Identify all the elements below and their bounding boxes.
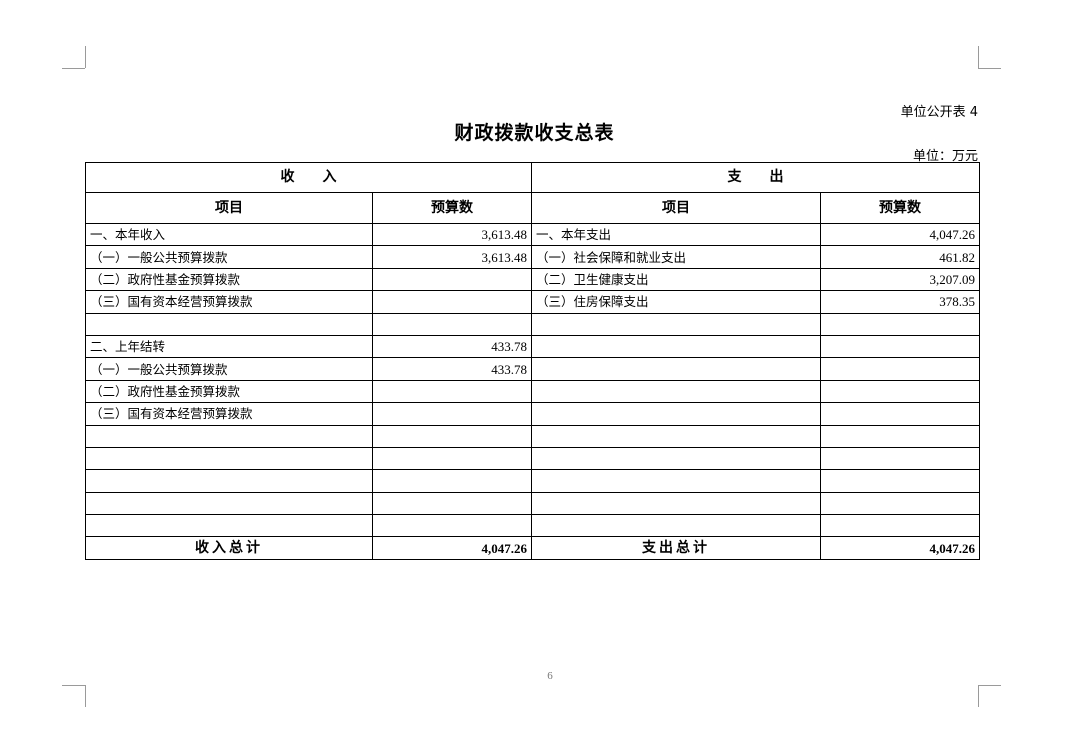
expense-item: （三）住房保障支出: [531, 290, 821, 314]
expense-item: [531, 446, 821, 471]
income-total-label: 收入总计: [85, 536, 373, 560]
income-total: 4,047.26: [372, 536, 532, 560]
column-header: 项目: [85, 192, 373, 224]
income-item: （二）政府性基金预算拨款: [85, 379, 373, 404]
income-item: 一、本年收入: [85, 222, 373, 247]
expense-amount: [820, 424, 980, 448]
income-amount: [372, 290, 532, 314]
table-row: [85, 469, 980, 493]
income-amount: [372, 267, 532, 292]
expense-amount: [820, 491, 980, 516]
expense-item: 一、本年支出: [531, 222, 821, 247]
expense-amount: 378.35: [820, 290, 980, 314]
crop-mark-bottom-right: [978, 685, 979, 707]
income-amount: [372, 379, 532, 404]
income-item: [85, 469, 373, 493]
income-item: （一）一般公共预算拨款: [85, 357, 373, 381]
expense-header: 支 出: [531, 162, 980, 193]
income-amount: [372, 469, 532, 493]
table-row: [85, 312, 980, 336]
income-header: 收 入: [85, 162, 532, 193]
expense-total: 4,047.26: [820, 536, 980, 560]
expense-amount: [820, 357, 980, 381]
budget-table: 收 入 支 出 项目 预算数 项目 预算数 一、本年收入 3,613.48 一、本年…: [85, 162, 980, 560]
expense-item: [531, 469, 821, 493]
income-item: （三）国有资本经营预算拨款: [85, 402, 373, 426]
expense-amount: [820, 402, 980, 426]
income-amount: [372, 424, 532, 448]
crop-mark-top-right: [978, 46, 979, 68]
income-item: [85, 312, 373, 336]
expense-item: [531, 379, 821, 404]
table-row: 二、上年结转 433.78: [85, 334, 980, 359]
income-amount: 433.78: [372, 357, 532, 381]
table-row: [85, 514, 980, 538]
expense-item: （二）卫生健康支出: [531, 267, 821, 292]
income-item: （三）国有资本经营预算拨款: [85, 290, 373, 314]
expense-item: [531, 357, 821, 381]
page-title: 财政拨款收支总表: [454, 122, 615, 144]
expense-amount: 4,047.26: [820, 222, 980, 247]
income-amount: 3,613.48: [372, 245, 532, 269]
expense-amount: [820, 334, 980, 359]
expense-item: [531, 491, 821, 516]
income-item: [85, 446, 373, 471]
income-amount: [372, 402, 532, 426]
income-item: 二、上年结转: [85, 334, 373, 359]
expense-total-label: 支出总计: [531, 536, 821, 560]
expense-item: [531, 514, 821, 538]
crop-mark-bottom-left: [62, 685, 85, 686]
table-row: （二）政府性基金预算拨款: [85, 379, 980, 404]
column-header-row: 项目 预算数 项目 预算数: [85, 192, 980, 224]
table-row: （三）国有资本经营预算拨款: [85, 402, 980, 426]
expense-amount: [820, 514, 980, 538]
table-row: [85, 491, 980, 516]
column-header: 项目: [531, 192, 821, 224]
expense-amount: [820, 379, 980, 404]
unit-label: 单位：万元: [912, 149, 978, 164]
crop-mark-bottom-left: [85, 685, 86, 707]
income-amount: [372, 491, 532, 516]
page-number: 6: [547, 670, 553, 682]
crop-mark-bottom-right: [978, 685, 1001, 686]
table-row: （二）政府性基金预算拨款 （二）卫生健康支出 3,207.09: [85, 267, 980, 292]
expense-item: [531, 424, 821, 448]
income-item: （一）一般公共预算拨款: [85, 245, 373, 269]
income-amount: 433.78: [372, 334, 532, 359]
crop-mark-top-left: [85, 46, 86, 68]
table-row: （三）国有资本经营预算拨款 （三）住房保障支出 378.35: [85, 290, 980, 314]
income-amount: [372, 312, 532, 336]
expense-item: [531, 312, 821, 336]
group-header-row: 收 入 支 出: [85, 162, 980, 193]
expense-item: [531, 402, 821, 426]
expense-amount: [820, 469, 980, 493]
income-amount: [372, 446, 532, 471]
table-row: （一）一般公共预算拨款 433.78: [85, 357, 980, 381]
table-row: [85, 446, 980, 471]
expense-item: [531, 334, 821, 359]
column-header: 预算数: [372, 192, 532, 224]
crop-mark-top-left: [62, 68, 85, 69]
income-item: [85, 491, 373, 516]
expense-amount: [820, 312, 980, 336]
total-row: 收入总计 4,047.26 支出总计 4,047.26: [85, 536, 980, 560]
income-item: （二）政府性基金预算拨款: [85, 267, 373, 292]
expense-amount: 3,207.09: [820, 267, 980, 292]
form-number: 单位公开表 4: [900, 105, 978, 120]
expense-amount: 461.82: [820, 245, 980, 269]
income-item: [85, 424, 373, 448]
expense-item: （一）社会保障和就业支出: [531, 245, 821, 269]
expense-amount: [820, 446, 980, 471]
table-row: （一）一般公共预算拨款 3,613.48 （一）社会保障和就业支出 461.82: [85, 245, 980, 269]
column-header: 预算数: [820, 192, 980, 224]
income-item: [85, 514, 373, 538]
table-row: 一、本年收入 3,613.48 一、本年支出 4,047.26: [85, 222, 980, 247]
income-amount: [372, 514, 532, 538]
income-amount: 3,613.48: [372, 222, 532, 247]
table-row: [85, 424, 980, 448]
crop-mark-top-right: [978, 68, 1001, 69]
